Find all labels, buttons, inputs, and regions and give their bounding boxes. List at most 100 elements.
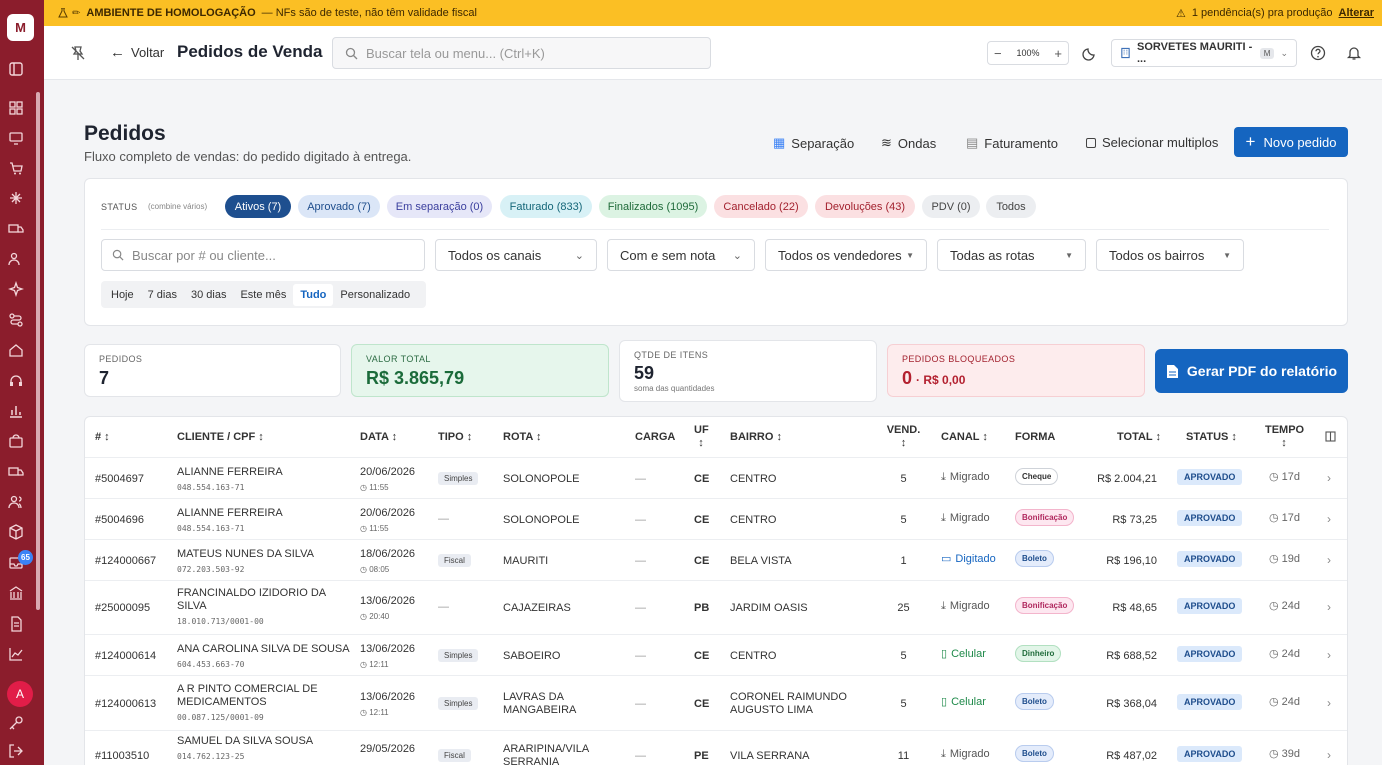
col-uf[interactable]: UF ↕ [694,424,709,450]
chevron-right-icon[interactable]: › [1327,695,1331,710]
line-chart-icon[interactable] [8,646,24,662]
route-icon[interactable] [8,312,24,328]
status-chip-aprovado[interactable]: Aprovado (7) [298,195,380,218]
range-30-dias[interactable]: 30 dias [190,288,227,301]
range-7-dias[interactable]: 7 dias [147,288,177,301]
bell-icon[interactable] [1346,45,1362,61]
unpin-icon[interactable] [70,45,86,61]
dashboard-icon[interactable] [8,100,24,116]
table-row[interactable]: #124000667 MATEUS NUNES DA SILVA 072.203.5… [85,540,1347,581]
chevron-right-icon[interactable]: › [1327,748,1331,762]
headset-icon[interactable] [8,373,24,389]
col-bairro[interactable]: BAIRRO ↕ [730,431,782,443]
key-icon[interactable] [8,715,24,731]
cart-icon[interactable] [8,160,24,176]
zoom-out-button[interactable]: − [994,45,1002,61]
app-logo[interactable]: M [7,14,34,41]
kpi-valor-label: VALOR TOTAL [366,354,431,364]
col-rota[interactable]: ROTA ↕ [503,431,542,443]
menu-search-input[interactable]: Buscar tela ou menu... (Ctrl+K) [332,37,711,69]
bank-icon[interactable] [8,585,24,601]
package-icon[interactable] [8,524,24,540]
neighborhood-select[interactable]: Todos os bairros ▼ [1096,239,1244,271]
col-tempo[interactable]: TEMPO ↕ [1265,424,1305,450]
zoom-in-button[interactable]: + [1054,45,1062,61]
chevron-right-icon[interactable]: › [1327,511,1331,526]
table-row[interactable]: #124000613 A R PINTO COMERCIAL DE MEDICAME… [85,676,1347,731]
truck-icon[interactable] [8,221,24,237]
generate-pdf-button[interactable]: Gerar PDF do relatório [1155,349,1348,393]
team-icon[interactable] [8,494,24,510]
table-row[interactable]: #5004697 ALIANNE FERREIRA 048.554.163-71 20… [85,458,1347,499]
shopping-bag-icon[interactable] [8,433,24,449]
channel-select[interactable]: Todos os canais ⌄ [435,239,597,271]
status-chip-ativos[interactable]: Ativos (7) [225,195,291,218]
ondas-button[interactable]: ≋ Ondas [881,135,936,151]
status-cell: APROVADO [1177,746,1243,762]
company-selector[interactable]: SORVETES MAURITI - ... M ⌄ [1111,39,1297,67]
range-este-mes[interactable]: Este mês [240,288,287,301]
col-cliente[interactable]: CLIENTE / CPF ↕ [177,431,264,443]
clock-icon: ◷ [1269,552,1282,565]
status-chip-todos[interactable]: Todos [986,195,1036,218]
table-row[interactable]: #5004696 ALIANNE FERREIRA 048.554.163-71 20… [85,499,1347,540]
help-icon[interactable] [1310,45,1326,61]
col-tempo-label: TEMPO [1265,424,1305,436]
table-row[interactable]: #25000095 FRANCINALDO IZIDORIO DA SILVA 18.… [85,581,1347,635]
col-canal[interactable]: CANAL ↕ [941,431,988,443]
checkbox-icon[interactable] [1086,137,1096,148]
document-icon[interactable] [8,616,24,632]
route-select[interactable]: Todas as rotas ▼ [937,239,1086,271]
col-data[interactable]: DATA ↕ [360,431,398,443]
file-icon [1166,364,1178,378]
order-search-input[interactable]: Buscar por # ou cliente... [101,239,425,271]
table-row[interactable]: #11003510 SAMUEL DA SILVA SOUSA 014.762.12… [85,731,1347,765]
new-order-button[interactable]: + Novo pedido [1234,127,1348,157]
table-row[interactable]: #124000614 ANA CAROLINA SILVA DE SOUSA 604… [85,635,1347,676]
sidebar-scrollbar[interactable] [36,92,40,610]
time-wrap: ◷ 12:11 [360,658,415,671]
invoice-select[interactable]: Com e sem nota ⌄ [607,239,755,271]
back-button[interactable]: ← Voltar [110,44,164,61]
status-chip-devolucoes[interactable]: Devoluções (43) [815,195,915,218]
payment-badge: Bonificação [1015,597,1075,614]
status-chip-pdv[interactable]: PDV (0) [922,195,980,218]
status-chip-faturado[interactable]: Faturado (833) [500,195,592,218]
banner-change-link[interactable]: Alterar [1338,7,1374,19]
columns-icon[interactable] [1325,431,1336,442]
chevron-right-icon[interactable]: › [1327,552,1331,567]
delivery-icon[interactable] [8,464,24,480]
status-chip-finalizados[interactable]: Finalizados (1095) [599,195,707,218]
col-tipo[interactable]: TIPO ↕ [438,431,473,443]
home-icon[interactable] [8,342,24,358]
clock-icon: ◷ [1269,748,1282,760]
separacao-button[interactable]: ▦ Separação [773,135,854,151]
monitor-icon[interactable] [8,130,24,146]
snowflake-icon[interactable] [8,190,24,206]
range-personalizado[interactable]: Personalizado [340,288,411,301]
logout-icon[interactable] [8,743,24,759]
range-hoje[interactable]: Hoje [111,288,134,301]
seller-select[interactable]: Todos os vendedores ▼ [765,239,927,271]
range-tudo[interactable]: Tudo [293,283,334,306]
col-status[interactable]: STATUS ↕ [1186,431,1237,443]
select-multiple-toggle[interactable]: Selecionar multiplos [1086,135,1218,150]
panel-toggle-icon[interactable] [8,61,24,77]
moon-icon[interactable] [1082,45,1098,61]
seller-value: 1 [900,554,907,567]
faturamento-button[interactable]: ▤ Faturamento [966,135,1058,151]
col-vend[interactable]: VEND. ↕ [885,424,922,450]
chevron-right-icon[interactable]: › [1327,600,1331,614]
bar-chart-icon[interactable] [8,403,24,419]
col-num[interactable]: # ↕ [95,431,110,443]
sparkles-icon[interactable] [8,281,24,297]
status-chip-separacao[interactable]: Em separação (0) [387,195,492,218]
users-icon[interactable] [8,251,24,267]
chevron-right-icon[interactable]: › [1327,647,1331,662]
type-cell: Simples [438,471,479,485]
total-value: R$ 48,65 [1112,602,1157,614]
col-total[interactable]: TOTAL ↕ [1117,431,1161,443]
status-chip-cancelado[interactable]: Cancelado (22) [714,195,808,218]
chevron-right-icon[interactable]: › [1327,470,1331,485]
avatar[interactable]: A [7,681,33,707]
